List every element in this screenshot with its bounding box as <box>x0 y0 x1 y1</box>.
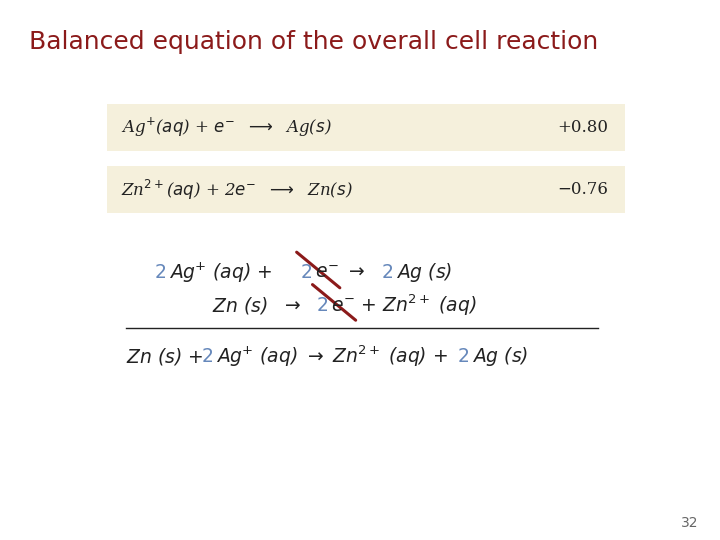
Text: $e^{-}$ + Zn$^{2+}$ ($aq$): $e^{-}$ + Zn$^{2+}$ ($aq$) <box>331 292 477 318</box>
Text: Ag$^{+}$($aq$) + $e^{-}$  $\longrightarrow$  Ag($s$): Ag$^{+}$($aq$) + $e^{-}$ $\longrightarro… <box>121 116 332 139</box>
Text: Zn$^{2+}$($aq$) + 2$e^{-}$  $\longrightarrow$  Zn($s$): Zn$^{2+}$($aq$) + 2$e^{-}$ $\longrightar… <box>121 178 353 201</box>
Text: +0.80: +0.80 <box>557 119 608 136</box>
Text: Zn ($s$) +: Zn ($s$) + <box>126 346 205 367</box>
FancyBboxPatch shape <box>107 166 625 213</box>
Text: Ag ($s$): Ag ($s$) <box>472 345 528 368</box>
Text: 32: 32 <box>681 516 698 530</box>
Text: Ag ($s$): Ag ($s$) <box>396 261 452 284</box>
Text: 2: 2 <box>382 263 393 282</box>
FancyBboxPatch shape <box>107 104 625 151</box>
Text: Balanced equation of the overall cell reaction: Balanced equation of the overall cell re… <box>29 30 598 53</box>
Text: $e^{-}$ $\rightarrow$: $e^{-}$ $\rightarrow$ <box>315 263 370 282</box>
Text: 2: 2 <box>317 295 328 315</box>
Text: 2: 2 <box>458 347 469 366</box>
Text: Zn ($s$): Zn ($s$) <box>212 295 268 315</box>
Text: $\rightarrow$: $\rightarrow$ <box>281 295 306 315</box>
Text: 2: 2 <box>301 263 312 282</box>
Text: Ag$^{+}$ ($aq$) +: Ag$^{+}$ ($aq$) + <box>169 261 274 285</box>
Text: 2: 2 <box>155 263 166 282</box>
Text: −0.76: −0.76 <box>557 181 608 198</box>
Text: Ag$^{+}$ ($aq$) $\rightarrow$ Zn$^{2+}$ ($aq$) +: Ag$^{+}$ ($aq$) $\rightarrow$ Zn$^{2+}$ … <box>216 343 450 369</box>
Text: 2: 2 <box>202 347 213 366</box>
